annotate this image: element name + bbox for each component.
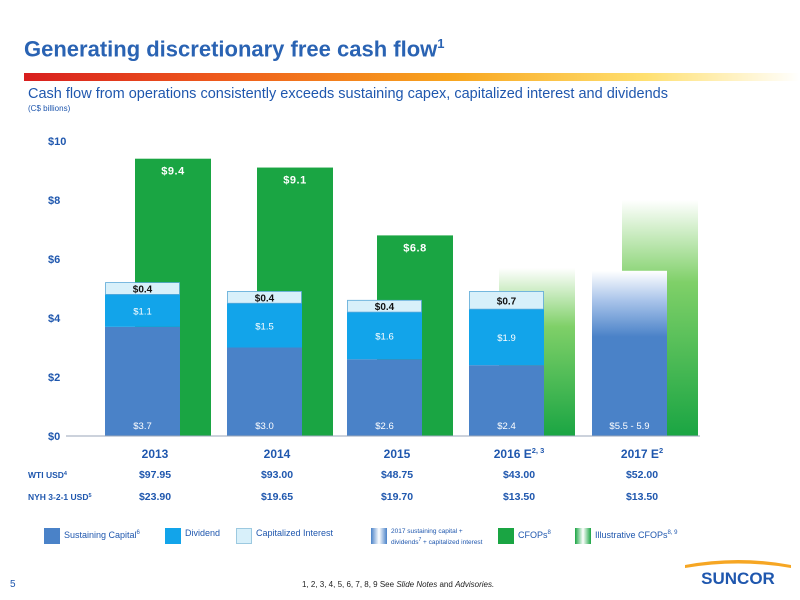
page-number: 5 bbox=[10, 579, 16, 590]
legend-swatch-dividend bbox=[165, 528, 181, 544]
capitalized-interest-bar bbox=[105, 282, 180, 295]
suncor-logo: SUNCOR bbox=[685, 560, 791, 588]
units-label: (C$ billions) bbox=[28, 104, 71, 113]
nyh-value: $19.70 bbox=[381, 491, 413, 503]
sustaining-value-label: $3.0 bbox=[255, 421, 274, 432]
footnote: 1, 2, 3, 4, 5, 6, 7, 8, 9 See Slide Note… bbox=[302, 580, 495, 589]
wti-row-label: WTI USD4 bbox=[28, 470, 68, 480]
category-label: 2014 bbox=[264, 447, 291, 461]
capitalized-interest-bar bbox=[227, 291, 302, 304]
dividend-bar bbox=[347, 312, 422, 360]
nyh-row-label: NYH 3-2-1 USD5 bbox=[28, 492, 92, 502]
capitalized-value-label: $0.4 bbox=[375, 302, 395, 313]
legend-capitalized-interest: Capitalized Interest bbox=[236, 528, 333, 544]
category-label: 2013 bbox=[142, 447, 169, 461]
dividend-value-label: $1.1 bbox=[133, 307, 152, 318]
sustaining-value-label: $3.7 bbox=[133, 421, 152, 432]
combined-2017-bar bbox=[592, 270, 667, 436]
dividend-bar bbox=[469, 309, 544, 366]
y-tick-label: $2 bbox=[48, 372, 60, 384]
wti-value: $48.75 bbox=[381, 469, 413, 481]
dividend-value-label: $1.9 bbox=[497, 333, 516, 344]
capitalized-value-label: $0.7 bbox=[497, 296, 517, 307]
sustaining-capital-bar bbox=[227, 347, 302, 436]
title-gradient-bar bbox=[24, 73, 800, 81]
y-tick-label: $8 bbox=[48, 195, 60, 207]
category-label: 2015 bbox=[384, 447, 411, 461]
dividend-value-label: $1.5 bbox=[255, 321, 274, 332]
legend-swatch-sustaining bbox=[44, 528, 60, 544]
wti-value: $52.00 bbox=[626, 469, 658, 481]
capitalized-interest-bar bbox=[469, 291, 544, 310]
legend-illustrative-cfops: Illustrative CFOPs8, 9 bbox=[575, 528, 678, 544]
wti-value: $97.95 bbox=[139, 469, 171, 481]
legend-2017-combined: 2017 sustaining capital + dividends7 + c… bbox=[371, 528, 487, 546]
sustaining-capital-bar bbox=[347, 359, 422, 436]
logo-text: SUNCOR bbox=[701, 569, 775, 588]
dividend-bar bbox=[227, 303, 302, 348]
chart-subtitle: Cash flow from operations consistently e… bbox=[28, 86, 668, 102]
y-tick-label: $0 bbox=[48, 431, 60, 443]
legend-swatch-combined bbox=[371, 528, 387, 544]
wti-value: $93.00 bbox=[261, 469, 293, 481]
y-tick-label: $4 bbox=[48, 313, 61, 325]
page-title: Generating discretionary free cash flow1 bbox=[24, 36, 445, 62]
sustaining-capital-bar bbox=[105, 326, 180, 436]
wti-value: $43.00 bbox=[503, 469, 535, 481]
cfops-value-label: $6.8 bbox=[403, 242, 426, 254]
capitalized-value-label: $0.4 bbox=[133, 285, 153, 296]
category-label: 2017 E2 bbox=[621, 446, 663, 461]
combined-value-label: $5.5 - 5.9 bbox=[609, 421, 649, 432]
nyh-value: $19.65 bbox=[261, 491, 293, 503]
cfops-value-label: $9.1 bbox=[283, 175, 306, 187]
legend-swatch-illustrative bbox=[575, 528, 591, 544]
nyh-value: $23.90 bbox=[139, 491, 171, 503]
y-tick-label: $6 bbox=[48, 254, 60, 266]
nyh-value: $13.50 bbox=[503, 491, 535, 503]
legend-dividend: Dividend bbox=[165, 528, 220, 544]
legend-sustaining-capital: Sustaining Capital6 bbox=[44, 528, 140, 544]
cash-flow-chart: $0 $2 $4 $6 $8 $10 $9.4 $9.1 $6.8 $3.7 $1.1 $0.4 $3… bbox=[28, 136, 700, 503]
dividend-value-label: $1.6 bbox=[375, 332, 394, 343]
cfops-value-label: $9.4 bbox=[161, 166, 185, 178]
capitalized-value-label: $0.4 bbox=[255, 293, 275, 304]
sustaining-value-label: $2.4 bbox=[497, 421, 516, 432]
y-tick-label: $10 bbox=[48, 136, 66, 148]
sustaining-capital-bar bbox=[469, 365, 544, 436]
capitalized-interest-bar bbox=[347, 299, 422, 313]
nyh-value: $13.50 bbox=[626, 491, 658, 503]
sustaining-value-label: $2.6 bbox=[375, 421, 394, 432]
dividend-bar bbox=[105, 294, 180, 327]
legend-swatch-cfops bbox=[498, 528, 514, 544]
category-label: 2016 E2, 3 bbox=[494, 446, 545, 461]
legend-cfops: CFOPs8 bbox=[498, 528, 551, 544]
legend-swatch-capitalized bbox=[236, 528, 252, 544]
